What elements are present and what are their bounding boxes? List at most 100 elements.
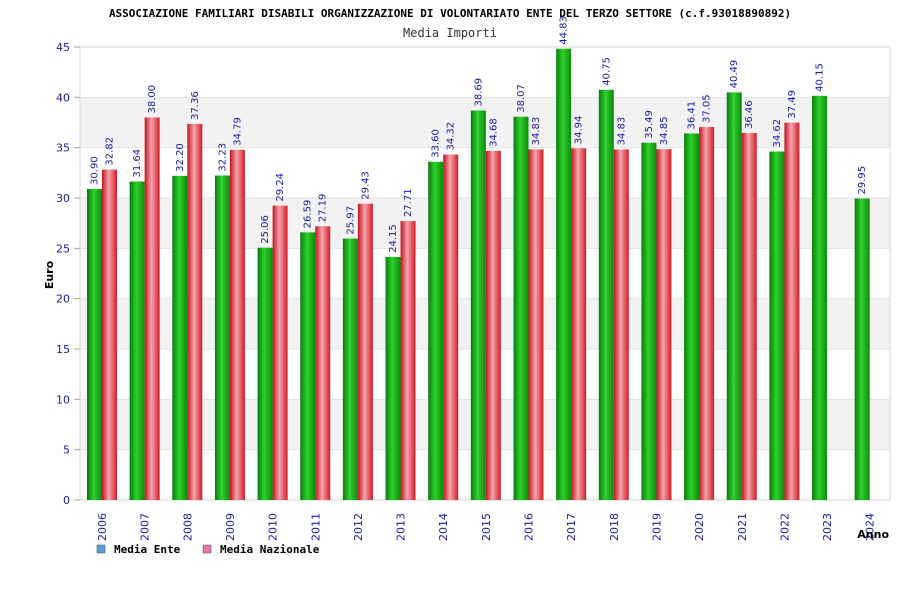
data-label: 44.83 bbox=[559, 16, 570, 45]
legend-swatch-media-ente bbox=[96, 544, 106, 554]
x-tick-label: 2014 bbox=[437, 513, 450, 541]
x-tick-label: 2012 bbox=[352, 513, 365, 541]
bar-media-nazionale bbox=[613, 149, 629, 501]
bar-media-nazionale bbox=[485, 150, 501, 500]
legend: Media Ente Media Nazionale bbox=[96, 543, 320, 556]
bar-media-nazionale bbox=[699, 127, 715, 500]
x-tick-label: 2007 bbox=[139, 513, 152, 541]
bar-media-ente bbox=[214, 175, 230, 500]
bar-media-ente bbox=[257, 247, 273, 500]
data-label: 32.82 bbox=[105, 137, 116, 166]
data-label: 34.83 bbox=[616, 117, 627, 146]
y-tick-label: 25 bbox=[56, 242, 70, 255]
bars bbox=[87, 48, 870, 501]
bar-media-ente bbox=[726, 92, 742, 500]
legend-label-media-nazionale: Media Nazionale bbox=[220, 543, 320, 556]
x-axis-label: Anno bbox=[857, 528, 889, 541]
bar-media-nazionale bbox=[187, 123, 203, 500]
bar-media-nazionale bbox=[272, 205, 288, 500]
chart-subtitle: Media Importi bbox=[403, 26, 497, 40]
x-tick-label: 2024 bbox=[864, 513, 877, 541]
data-label: 38.07 bbox=[516, 84, 527, 113]
y-tick-label: 20 bbox=[56, 293, 70, 306]
bar-media-nazionale bbox=[784, 122, 800, 500]
data-label: 25.06 bbox=[260, 215, 271, 244]
y-tick-label: 10 bbox=[56, 393, 70, 406]
data-label: 40.75 bbox=[601, 57, 612, 86]
bar-media-ente bbox=[598, 89, 614, 501]
x-tick-label: 2019 bbox=[650, 513, 663, 541]
bar-media-ente bbox=[641, 142, 657, 500]
y-tick-label: 40 bbox=[56, 91, 70, 104]
bar-media-ente bbox=[129, 181, 145, 500]
y-tick-label: 45 bbox=[56, 41, 70, 54]
data-label: 26.59 bbox=[303, 200, 314, 229]
bar-media-nazionale bbox=[571, 148, 587, 500]
x-tick-label: 2016 bbox=[523, 513, 536, 541]
bar-media-nazionale bbox=[656, 149, 672, 500]
legend-swatch-media-nazionale bbox=[202, 544, 212, 554]
bar-media-ente bbox=[470, 110, 486, 501]
data-label: 29.43 bbox=[360, 171, 371, 200]
bar-media-ente bbox=[172, 175, 188, 500]
x-tick-label: 2011 bbox=[309, 513, 322, 541]
bar-media-nazionale bbox=[443, 154, 459, 500]
data-label: 29.24 bbox=[275, 173, 286, 202]
data-label: 40.49 bbox=[729, 60, 740, 89]
data-label: 34.32 bbox=[446, 122, 457, 151]
x-tick-label: 2018 bbox=[608, 513, 621, 541]
bar-media-ente bbox=[812, 95, 828, 500]
data-label: 32.23 bbox=[217, 143, 228, 172]
data-label: 34.79 bbox=[232, 117, 243, 146]
y-axis-ticks: 0 5 10 15 20 25 30 35 40 45 bbox=[56, 41, 80, 507]
x-tick-label: 2022 bbox=[778, 513, 791, 541]
y-tick-label: 15 bbox=[56, 343, 70, 356]
y-axis-label: Euro bbox=[43, 260, 56, 289]
data-label: 34.62 bbox=[772, 119, 783, 148]
legend-label-media-ente: Media Ente bbox=[114, 543, 181, 556]
data-label: 37.36 bbox=[190, 91, 201, 120]
bar-media-ente bbox=[854, 198, 870, 500]
data-label: 32.20 bbox=[175, 143, 186, 172]
bar-media-nazionale bbox=[741, 132, 757, 500]
bar-media-ente bbox=[87, 188, 102, 500]
data-label: 33.60 bbox=[431, 129, 442, 158]
data-labels: 30.90 32.82 31.64 38.00 32.20 37.36 32.23 34.79… bbox=[90, 16, 869, 253]
bar-media-nazionale bbox=[144, 117, 160, 500]
data-label: 38.00 bbox=[147, 85, 158, 114]
data-label: 38.69 bbox=[473, 78, 484, 107]
bar-media-nazionale bbox=[357, 203, 373, 500]
x-tick-label: 2021 bbox=[736, 513, 749, 541]
x-axis-ticks: 2006 2007 2008 2009 2010 2011 2012 2013 2014 2015… bbox=[96, 513, 877, 541]
data-label: 29.95 bbox=[857, 166, 868, 195]
bar-media-nazionale bbox=[400, 221, 416, 500]
data-label: 31.64 bbox=[132, 149, 143, 178]
data-label: 36.46 bbox=[744, 100, 755, 129]
data-label: 34.83 bbox=[531, 117, 542, 146]
data-label: 34.94 bbox=[574, 116, 585, 145]
bar-media-nazionale bbox=[315, 226, 331, 500]
x-tick-label: 2010 bbox=[267, 513, 280, 541]
data-label: 27.71 bbox=[403, 188, 414, 217]
data-label: 35.49 bbox=[644, 110, 655, 139]
bar-media-ente bbox=[300, 232, 316, 500]
bar-media-ente bbox=[342, 238, 358, 500]
bar-media-nazionale bbox=[102, 169, 117, 500]
bar-media-ente bbox=[684, 133, 700, 501]
chart-title: ASSOCIAZIONE FAMILIARI DISABILI ORGANIZZ… bbox=[109, 7, 791, 20]
y-tick-label: 30 bbox=[56, 192, 70, 205]
y-tick-label: 5 bbox=[63, 444, 70, 457]
bar-media-ente bbox=[428, 161, 444, 500]
bar-media-ente bbox=[385, 256, 401, 500]
y-tick-label: 0 bbox=[63, 494, 70, 507]
bar-media-ente bbox=[769, 151, 785, 500]
bar-media-ente bbox=[513, 116, 529, 501]
bar-media-ente bbox=[556, 48, 572, 500]
x-tick-label: 2015 bbox=[480, 513, 493, 541]
data-label: 37.49 bbox=[787, 90, 798, 119]
x-tick-label: 2009 bbox=[224, 513, 237, 541]
data-label: 36.41 bbox=[687, 101, 698, 130]
bar-media-nazionale bbox=[528, 149, 544, 501]
y-tick-label: 35 bbox=[56, 142, 70, 155]
